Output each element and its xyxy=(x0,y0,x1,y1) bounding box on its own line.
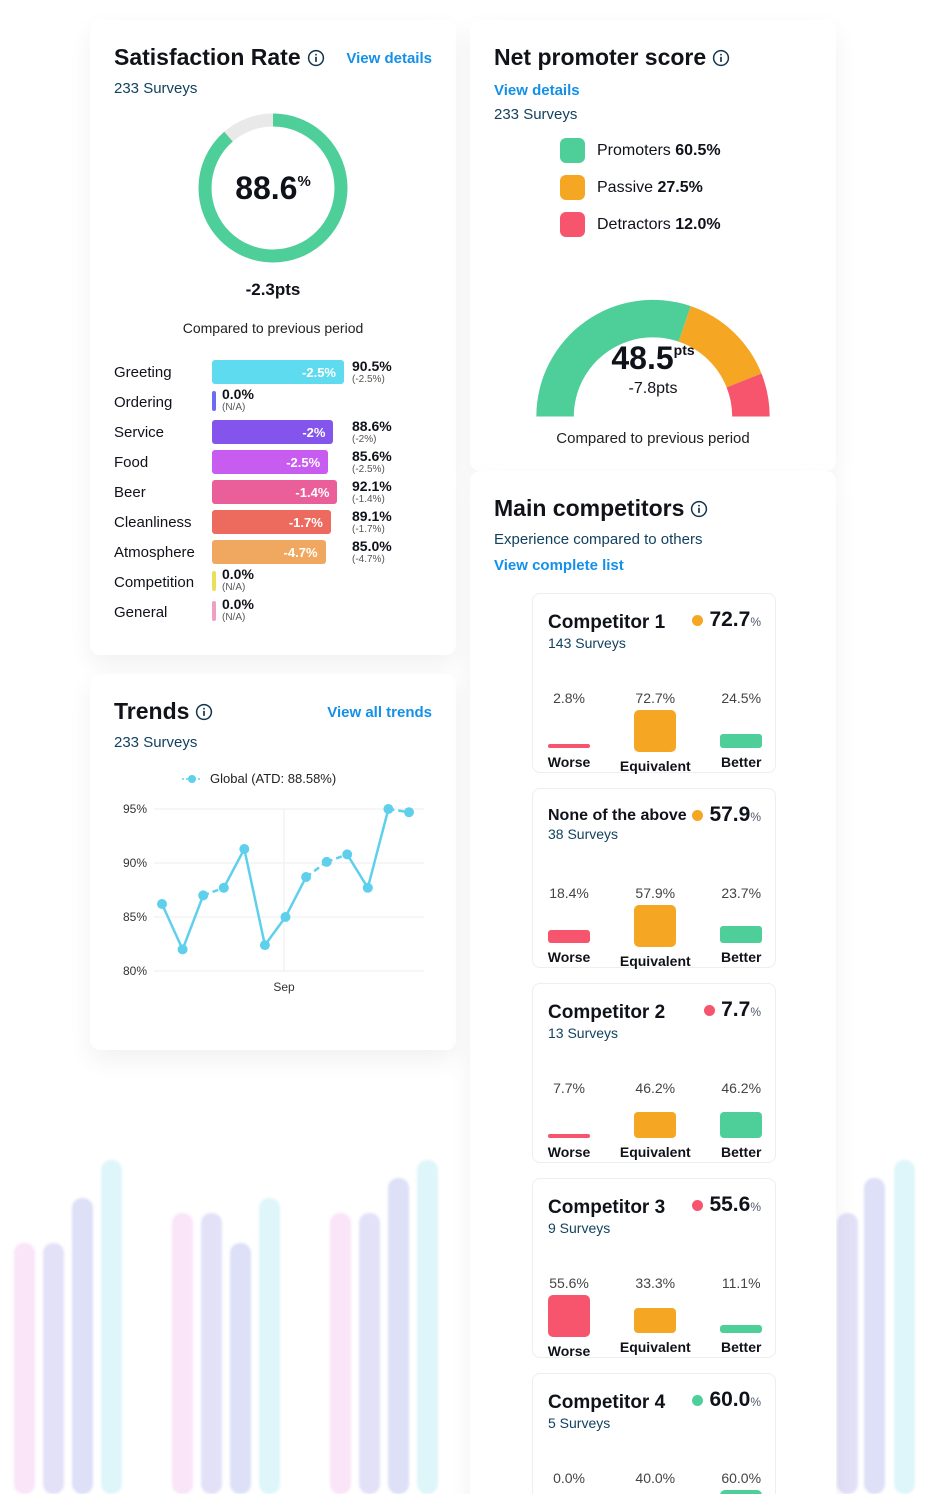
svg-text:90%: 90% xyxy=(123,856,147,870)
svg-text:95%: 95% xyxy=(123,802,147,816)
svg-text:Global (ATD: 88.58%): Global (ATD: 88.58%) xyxy=(210,771,336,786)
svg-text:Sep: Sep xyxy=(273,980,295,994)
svg-text:80%: 80% xyxy=(123,964,147,978)
svg-text:85%: 85% xyxy=(123,910,147,924)
